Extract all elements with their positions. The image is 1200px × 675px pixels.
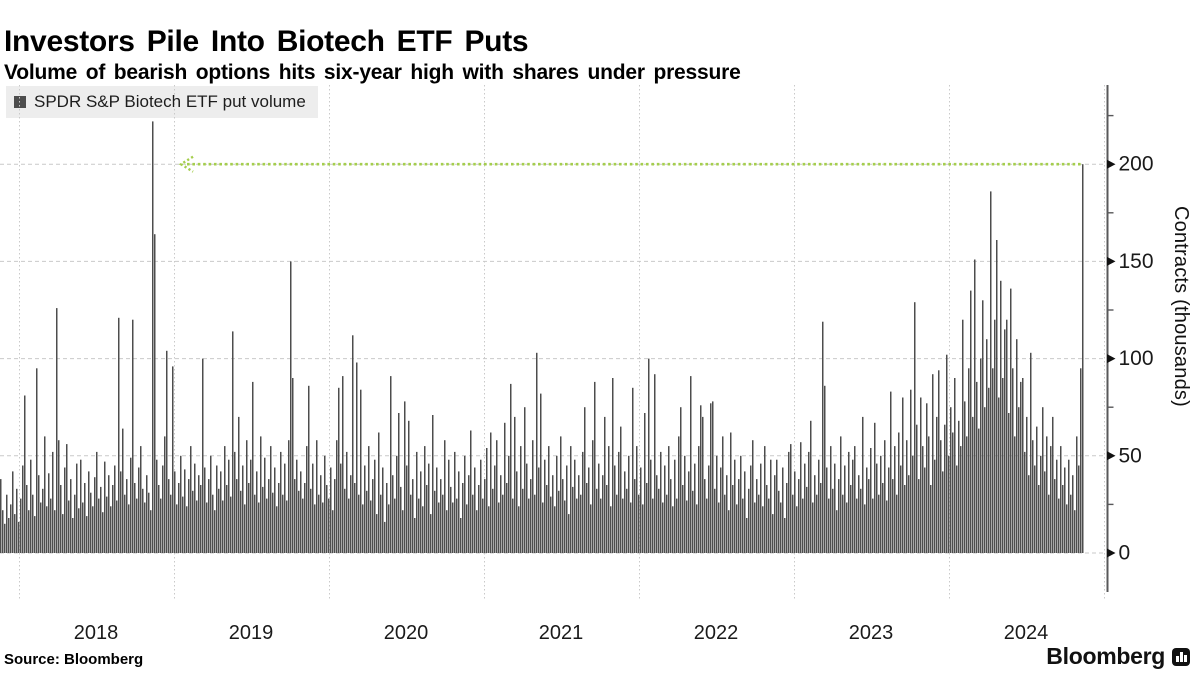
page-subtitle: Volume of bearish options hits six-year …	[4, 61, 741, 85]
page-title: Investors Pile Into Biotech ETF Puts	[4, 25, 529, 59]
source-note: Source: Bloomberg	[4, 651, 144, 668]
put-volume-bars	[0, 121, 1084, 554]
y-axis-tick-icon	[1107, 451, 1116, 461]
y-axis-tick-icon	[1107, 256, 1116, 266]
y-axis-tick-icon	[1107, 159, 1116, 169]
x-axis-year-label: 2018	[74, 622, 119, 644]
x-axis-year-label: 2021	[539, 622, 584, 644]
bloomberg-logo: Bloomberg	[1046, 643, 1190, 670]
x-axis-year-label: 2023	[849, 622, 894, 644]
y-axis-tick-label: 0	[1119, 542, 1131, 565]
y-axis-tick-label: 50	[1119, 444, 1142, 467]
x-axis-year-label: 2022	[694, 622, 739, 644]
y-axis-tick-icon	[1107, 548, 1116, 558]
x-axis-year-label: 2024	[1004, 622, 1049, 644]
y-axis-tick-icon	[1107, 354, 1116, 364]
chart-legend: SPDR S&P Biotech ETF put volume	[6, 86, 318, 118]
record-arrowhead-icon	[178, 155, 194, 173]
y-axis-title: Contracts (thousands)	[1170, 206, 1192, 407]
x-axis-year-label: 2019	[229, 622, 274, 644]
legend-label: SPDR S&P Biotech ETF put volume	[34, 92, 306, 111]
y-axis-tick-label: 150	[1119, 250, 1154, 273]
x-axis-year-label: 2020	[384, 622, 429, 644]
y-axis-tick-label: 100	[1119, 347, 1154, 370]
bloomberg-chart-icon	[1172, 647, 1190, 666]
y-axis-tick-label: 200	[1119, 153, 1154, 176]
bloomberg-wordmark: Bloomberg	[1046, 643, 1165, 669]
